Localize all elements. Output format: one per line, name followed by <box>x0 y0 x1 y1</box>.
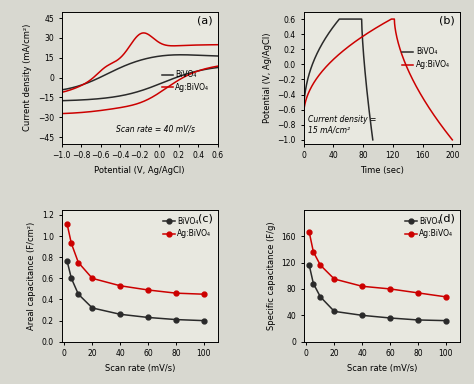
Ag:BiVO₄ <box>118 283 123 288</box>
Ag:BiVO₄ <box>164 85 170 90</box>
Text: Scan rate = 40 mV/s: Scan rate = 40 mV/s <box>116 124 195 133</box>
BiVO₄ <box>302 89 308 94</box>
BiVO₄ <box>318 295 323 299</box>
BiVO₄ <box>370 137 375 142</box>
Ag:BiVO₄ <box>389 17 394 22</box>
BiVO₄ <box>301 113 307 118</box>
Y-axis label: Specific capacitance (F/g): Specific capacitance (F/g) <box>267 222 276 330</box>
Line: Ag:BiVO₄: Ag:BiVO₄ <box>65 222 206 296</box>
Ag:BiVO₄ <box>306 230 312 234</box>
Line: Ag:BiVO₄: Ag:BiVO₄ <box>307 230 448 299</box>
Ag:BiVO₄ <box>153 93 159 97</box>
X-axis label: Time (sec): Time (sec) <box>360 166 404 175</box>
Line: Ag:BiVO₄: Ag:BiVO₄ <box>304 19 452 140</box>
BiVO₄ <box>331 309 337 314</box>
BiVO₄ <box>387 316 393 320</box>
Ag:BiVO₄ <box>75 260 81 265</box>
Ag:BiVO₄ <box>145 288 151 292</box>
Ag:BiVO₄ <box>102 108 108 112</box>
Ag:BiVO₄ <box>319 69 325 74</box>
BiVO₄ <box>64 259 70 264</box>
Ag:BiVO₄ <box>59 111 64 116</box>
Legend: BiVO₄, Ag:BiVO₄: BiVO₄, Ag:BiVO₄ <box>160 69 211 94</box>
BiVO₄ <box>69 276 74 281</box>
Line: BiVO₄: BiVO₄ <box>62 68 218 101</box>
BiVO₄ <box>337 17 342 22</box>
Ag:BiVO₄ <box>301 113 307 118</box>
Ag:BiVO₄ <box>304 93 310 98</box>
BiVO₄ <box>75 292 81 296</box>
BiVO₄ <box>90 306 95 310</box>
BiVO₄ <box>101 96 107 101</box>
Text: (d): (d) <box>439 214 455 223</box>
Ag:BiVO₄ <box>449 137 455 142</box>
Line: BiVO₄: BiVO₄ <box>307 263 448 323</box>
BiVO₄ <box>369 128 374 132</box>
BiVO₄ <box>443 318 449 323</box>
Ag:BiVO₄ <box>117 106 122 110</box>
Ag:BiVO₄ <box>69 241 74 246</box>
BiVO₄ <box>145 315 151 320</box>
X-axis label: Scan rate (mV/s): Scan rate (mV/s) <box>346 364 417 373</box>
BiVO₄ <box>118 312 123 316</box>
Line: BiVO₄: BiVO₄ <box>65 259 206 323</box>
Ag:BiVO₄ <box>386 18 392 23</box>
Ag:BiVO₄ <box>449 137 455 142</box>
Text: Current density =
15 mA/cm²: Current density = 15 mA/cm² <box>308 115 377 134</box>
Line: BiVO₄: BiVO₄ <box>304 19 373 140</box>
BiVO₄ <box>310 281 316 286</box>
BiVO₄ <box>153 83 159 88</box>
BiVO₄ <box>305 75 311 79</box>
BiVO₄ <box>308 68 313 73</box>
Line: Ag:BiVO₄: Ag:BiVO₄ <box>62 66 218 114</box>
BiVO₄ <box>306 263 312 267</box>
Text: (a): (a) <box>198 15 213 25</box>
BiVO₄ <box>215 65 220 70</box>
Ag:BiVO₄ <box>387 286 393 291</box>
Ag:BiVO₄ <box>415 291 421 295</box>
Ag:BiVO₄ <box>337 52 342 56</box>
BiVO₄ <box>102 96 108 100</box>
Text: (c): (c) <box>198 214 213 223</box>
X-axis label: Potential (V, Ag/AgCl): Potential (V, Ag/AgCl) <box>94 166 185 175</box>
Ag:BiVO₄ <box>358 36 364 40</box>
BiVO₄ <box>173 317 179 322</box>
BiVO₄ <box>164 79 170 83</box>
Ag:BiVO₄ <box>443 295 449 299</box>
X-axis label: Scan rate (mV/s): Scan rate (mV/s) <box>104 364 175 373</box>
Y-axis label: Current density (mA/cm²): Current density (mA/cm²) <box>23 24 32 131</box>
Y-axis label: Areal capacitance (F/cm²): Areal capacitance (F/cm²) <box>27 222 36 330</box>
Ag:BiVO₄ <box>215 64 220 68</box>
Ag:BiVO₄ <box>196 68 202 73</box>
Ag:BiVO₄ <box>90 276 95 281</box>
Ag:BiVO₄ <box>64 222 70 227</box>
BiVO₄ <box>59 98 64 103</box>
Ag:BiVO₄ <box>201 292 207 296</box>
BiVO₄ <box>117 94 122 98</box>
Ag:BiVO₄ <box>331 277 337 281</box>
BiVO₄ <box>196 68 202 73</box>
BiVO₄ <box>359 313 365 318</box>
BiVO₄ <box>415 318 421 322</box>
Legend: BiVO₄, Ag:BiVO₄: BiVO₄, Ag:BiVO₄ <box>399 45 453 72</box>
Y-axis label: Potential (V, Ag/AgCl): Potential (V, Ag/AgCl) <box>263 32 272 123</box>
BiVO₄ <box>365 101 371 106</box>
Ag:BiVO₄ <box>359 284 365 289</box>
Ag:BiVO₄ <box>173 291 179 295</box>
BiVO₄ <box>201 318 207 323</box>
Ag:BiVO₄ <box>310 250 316 254</box>
Text: (b): (b) <box>439 15 455 25</box>
Legend: BiVO₄, Ag:BiVO₄: BiVO₄, Ag:BiVO₄ <box>402 214 456 242</box>
Legend: BiVO₄, Ag:BiVO₄: BiVO₄, Ag:BiVO₄ <box>160 214 214 242</box>
BiVO₄ <box>342 17 347 22</box>
Ag:BiVO₄ <box>318 263 323 267</box>
Ag:BiVO₄ <box>101 108 107 112</box>
